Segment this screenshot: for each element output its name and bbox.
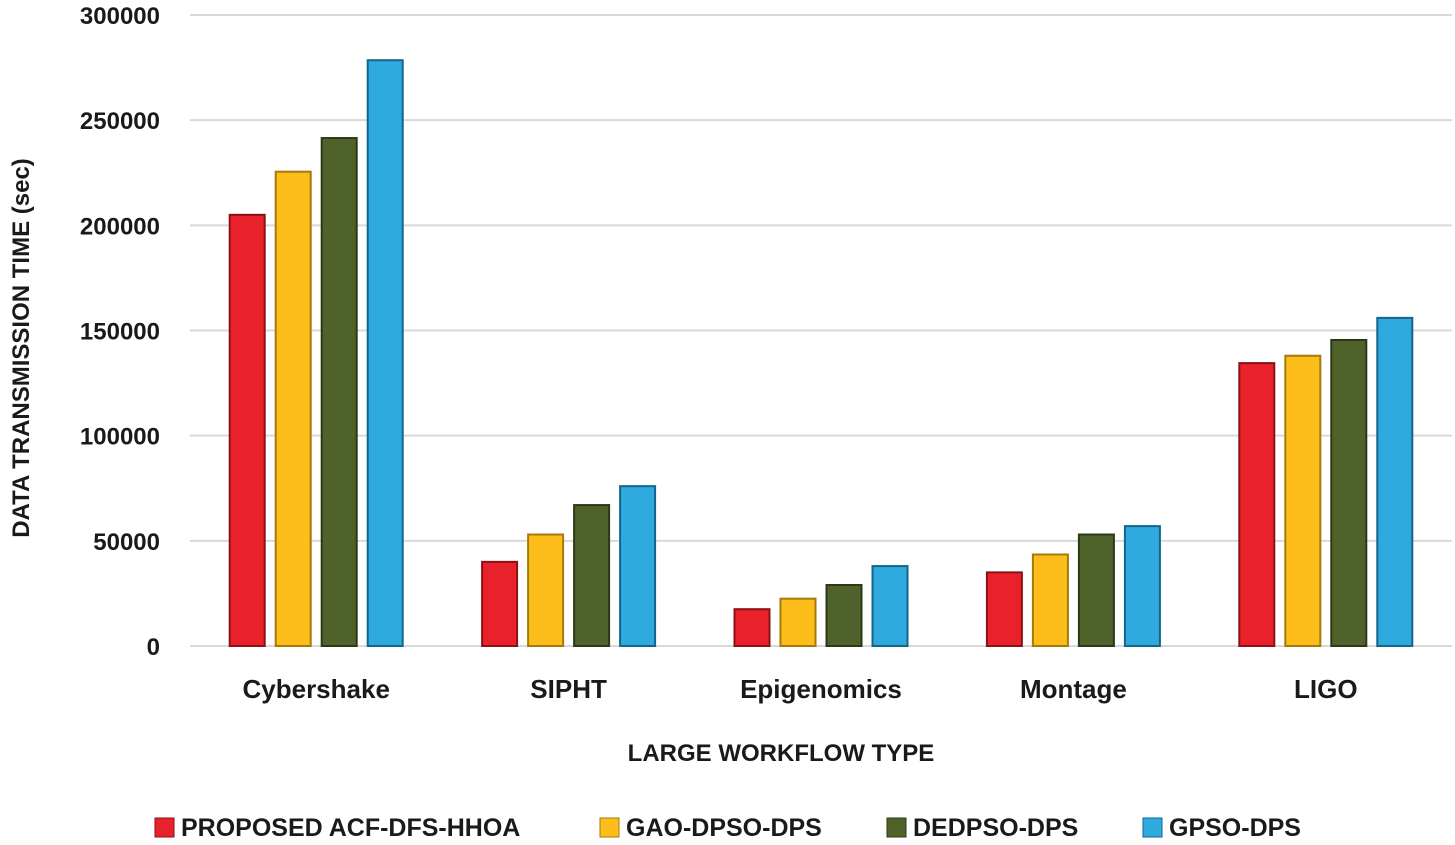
y-tick-label: 250000 [80,108,160,135]
bar [1238,362,1276,647]
bar [1330,338,1368,647]
legend-swatch [886,817,907,838]
bar [1376,316,1414,647]
bar [1284,354,1322,647]
x-axis-title: LARGE WORKFLOW TYPE [628,740,935,767]
bar [1123,525,1161,647]
legend-label: PROPOSED ACF-DFS-HHOA [181,814,520,842]
x-tick-label: Montage [1020,674,1127,704]
bar [481,560,519,647]
x-tick-label: Epigenomics [740,674,902,704]
legend-label: GAO-DPSO-DPS [626,814,822,842]
legend: PROPOSED ACF-DFS-HHOA GAO-DPSO-DPS DEDPSO-… [154,814,1301,842]
bar [1031,553,1069,648]
bar [619,485,657,647]
bar [320,137,358,647]
y-tick-label: 150000 [80,319,160,346]
y-tick-label: 200000 [80,213,160,240]
x-tick-label: Cybershake [242,674,389,704]
y-tick-label: 100000 [80,424,160,451]
y-tick-label: 50000 [93,529,160,556]
bar [274,170,312,647]
y-tick-label: 300000 [80,3,160,30]
bars [228,59,1414,648]
y-axis-ticks: 0 50000 100000 150000 200000 250000 300000 [80,3,160,661]
bar [733,608,771,647]
legend-swatch [154,817,175,838]
x-tick-label: SIPHT [530,674,607,704]
bar [573,504,611,647]
bar [779,597,817,647]
legend-label: DEDPSO-DPS [913,814,1078,842]
bar [366,59,404,647]
x-axis-categories: Cybershake SIPHT Epigenomics Montage LIGO [242,674,1357,704]
legend-swatch [599,817,620,838]
bar [228,213,266,647]
y-tick-label: 0 [147,634,160,661]
bar [1077,533,1115,647]
y-axis-title: DATA TRANSMISSION TIME (sec) [8,158,35,538]
legend-label: GPSO-DPS [1169,814,1301,842]
bar [825,584,863,648]
x-tick-label: LIGO [1294,674,1358,704]
legend-swatch [1142,817,1163,838]
bar [527,533,565,647]
bar [871,565,909,647]
bar [985,571,1023,648]
